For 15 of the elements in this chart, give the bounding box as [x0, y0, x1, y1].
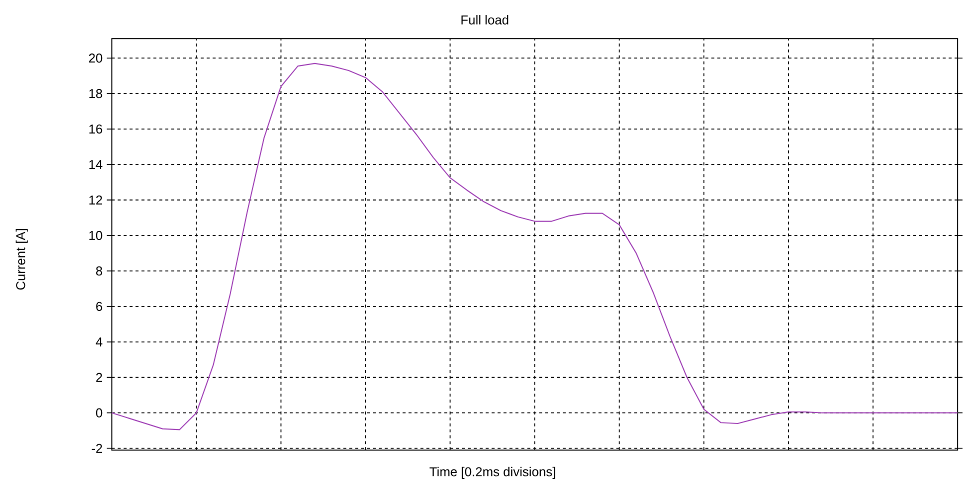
- y-tick-label: 12: [89, 196, 102, 205]
- y-tick-label: 18: [89, 89, 102, 98]
- y-tick-label: 16: [89, 124, 102, 134]
- y-tick-label: 20: [89, 54, 102, 63]
- y-tick-label: 14: [89, 160, 102, 170]
- y-tick-label: 2: [96, 373, 102, 382]
- y-tick-label: 10: [89, 231, 102, 240]
- y-tick-label: 6: [96, 302, 102, 312]
- y-tick-label: -2: [92, 444, 102, 453]
- y-tick-label: 0: [96, 408, 102, 418]
- y-tick-label: 8: [96, 266, 102, 276]
- y-tick-label: 4: [96, 338, 102, 346]
- chart-title: Full load: [462, 15, 508, 25]
- y-axis-title: Current [A]: [16, 229, 28, 290]
- x-axis-title: Time [0.2ms divisions]: [430, 467, 556, 480]
